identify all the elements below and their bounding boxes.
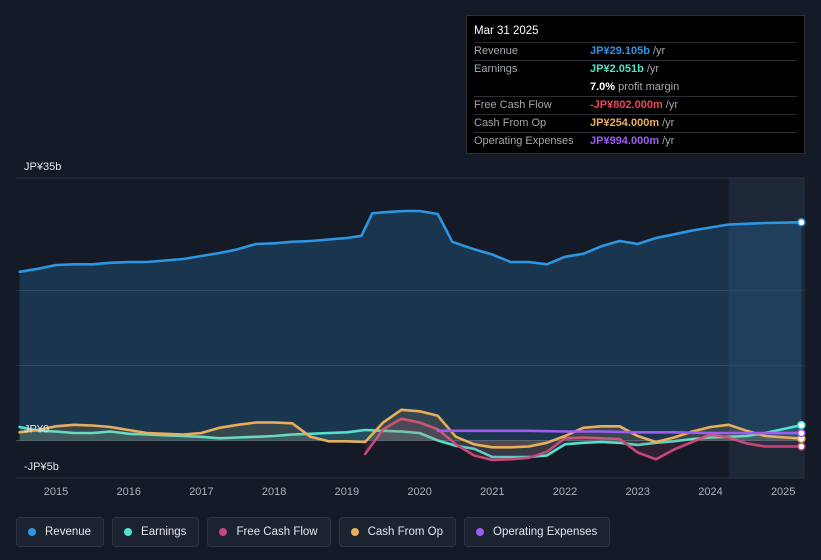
legend-dot-icon — [219, 528, 228, 536]
series-end-marker — [797, 442, 806, 451]
tooltip-row-profit-margin: 7.0% profit margin — [474, 78, 797, 96]
legend-dot-icon — [124, 528, 133, 536]
series-area-cash-from-op — [19, 409, 802, 448]
x-axis-tick-label: 2018 — [262, 486, 286, 498]
legend-label: Operating Expenses — [493, 526, 598, 538]
tooltip-unit: /yr — [662, 135, 675, 147]
x-axis-tick-label: 2025 — [771, 486, 795, 498]
tooltip-row-earnings: Earnings JP¥2.051b /yr — [474, 60, 797, 78]
series-area-revenue — [19, 211, 802, 441]
series-end-marker — [797, 218, 806, 227]
tooltip-unit: /yr — [646, 63, 660, 75]
tooltip-label: Revenue — [474, 45, 519, 57]
tooltip-label — [474, 79, 590, 96]
tooltip-row-cash-from-op: Cash From Op JP¥254.000m /yr — [474, 114, 797, 132]
legend-label: Free Cash Flow — [236, 526, 318, 538]
y-axis-label: -JP¥5b — [24, 461, 59, 473]
series-end-marker — [797, 420, 806, 430]
tooltip-value: JP¥2.051b — [590, 63, 644, 75]
series-area-earnings — [19, 425, 802, 457]
chart-legend: Revenue Earnings Free Cash Flow Cash Fro… — [16, 517, 618, 549]
series-end-marker — [797, 428, 806, 438]
tooltip-row-free-cash-flow: Free Cash Flow -JP¥802.000m /yr — [474, 96, 797, 114]
tooltip-value: 7.0% — [590, 81, 616, 93]
tooltip-value: JP¥29.105b — [590, 45, 650, 57]
legend-dot-icon — [350, 528, 359, 536]
series-line-free-cash-flow — [363, 417, 803, 462]
legend-dot-icon — [28, 528, 36, 536]
legend-label: Earnings — [141, 526, 187, 538]
tooltip-label: Operating Expenses — [474, 135, 574, 147]
legend-item-earnings[interactable]: Earnings — [112, 517, 200, 547]
y-axis-label: JP¥35b — [24, 161, 61, 173]
tooltip-value: JP¥254.000m — [590, 117, 660, 129]
y-axis-label: JP¥0 — [24, 424, 49, 436]
tooltip-label: Free Cash Flow — [474, 99, 552, 111]
x-axis-tick-label: 2021 — [480, 486, 504, 498]
tooltip-unit: /yr — [652, 45, 666, 57]
x-axis-tick-label: 2024 — [698, 486, 722, 498]
tooltip-row-revenue: Revenue JP¥29.105b /yr — [474, 42, 797, 60]
series-line-operating-expenses — [436, 429, 803, 435]
tooltip-label: Earnings — [474, 63, 518, 75]
legend-label: Revenue — [45, 526, 92, 538]
tooltip-value: JP¥994.000m — [590, 135, 660, 147]
tooltip-unit: profit margin — [618, 81, 680, 93]
x-axis-tick-label: 2020 — [407, 486, 431, 498]
x-axis-tick-label: 2023 — [626, 486, 650, 498]
tooltip-date: Mar 31 2025 — [474, 25, 539, 37]
x-axis-tick-label: 2022 — [553, 486, 577, 498]
x-axis-tick-label: 2017 — [189, 486, 213, 498]
x-axis-tick-label: 2019 — [335, 486, 359, 498]
x-axis-tick-label: 2016 — [116, 486, 140, 498]
tooltip-panel: Mar 31 2025 Revenue JP¥29.105b /yr Earni… — [466, 15, 805, 154]
legend-label: Cash From Op — [367, 526, 444, 538]
series-line-revenue — [18, 209, 803, 274]
tooltip-label: Cash From Op — [474, 117, 547, 129]
legend-item-cash-from-op[interactable]: Cash From Op — [338, 517, 457, 547]
tooltip-row-operating-expenses: Operating Expenses JP¥994.000m /yr — [474, 132, 797, 150]
legend-dot-icon — [476, 528, 485, 536]
legend-item-revenue[interactable]: Revenue — [16, 517, 105, 547]
tooltip-value: -JP¥802.000m — [590, 99, 663, 111]
series-area-free-cash-flow — [365, 418, 802, 460]
tooltip-unit: /yr — [662, 117, 675, 129]
legend-item-operating-expenses[interactable]: Operating Expenses — [464, 517, 611, 547]
series-line-cash-from-op — [18, 408, 803, 449]
x-axis-tick-label: 2015 — [44, 486, 68, 498]
legend-item-free-cash-flow[interactable]: Free Cash Flow — [207, 517, 331, 547]
tooltip-unit: /yr — [665, 99, 679, 111]
chart-plot: JP¥35b JP¥0 -JP¥5b 2015 2016 2017 2018 2019 2020… — [16, 161, 806, 498]
